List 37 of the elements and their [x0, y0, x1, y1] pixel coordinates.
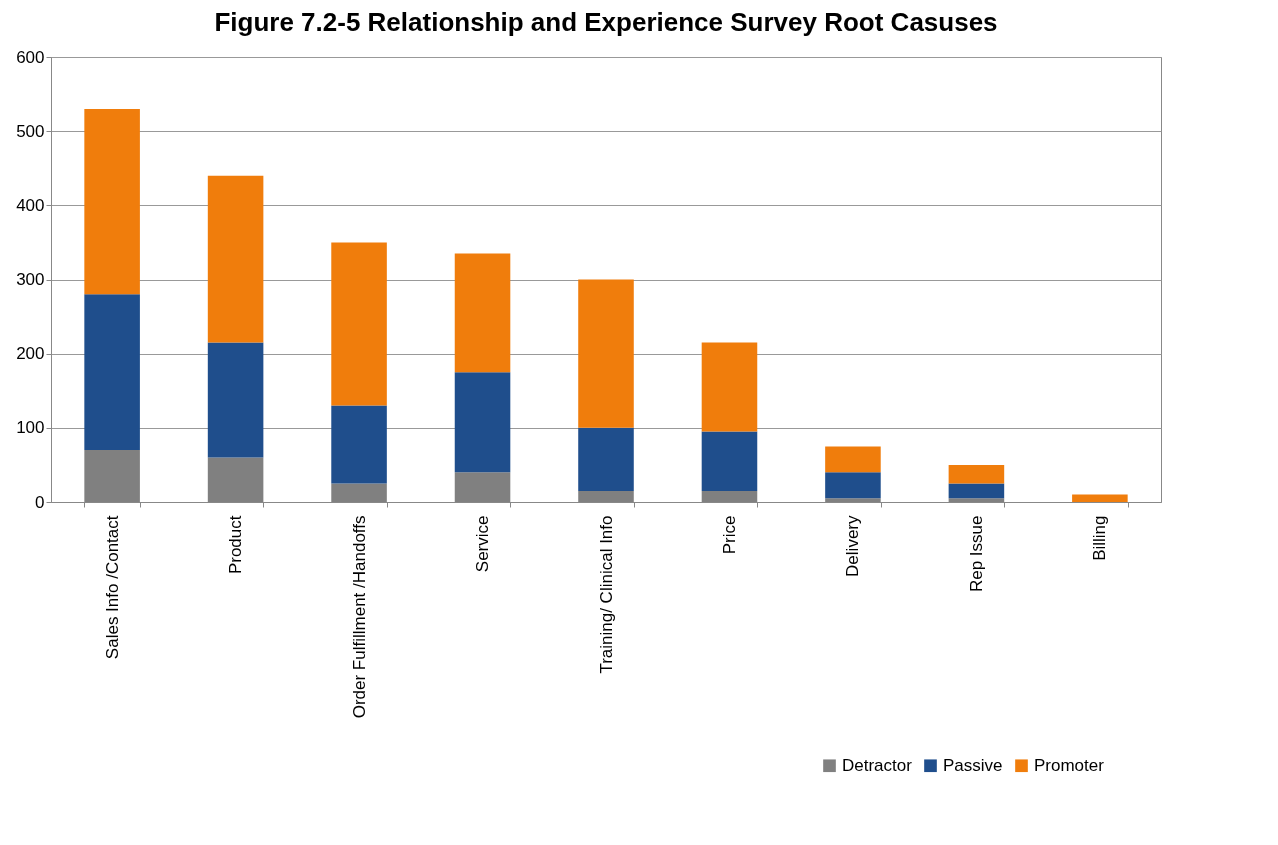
y-tick-label: 200: [16, 344, 45, 364]
x-tick-label: Training/ Clinical Info: [596, 515, 616, 674]
x-tick-label: Order Fulfillment /Handoffs: [349, 515, 369, 719]
x-tick-label: Billing: [1090, 515, 1110, 561]
y-tick-label: 100: [16, 418, 45, 438]
y-tick-label: 600: [16, 47, 45, 67]
legend-label: Detractor: [842, 755, 913, 775]
y-tick-label: 0: [35, 492, 45, 512]
y-tick-label: 400: [16, 195, 45, 215]
bar: [207, 175, 264, 343]
bar: [578, 279, 634, 428]
y-tick-label: 500: [16, 121, 45, 141]
y-tick-label: 300: [16, 270, 45, 289]
bar: [207, 342, 264, 458]
bar: [701, 431, 758, 491]
bar: [578, 427, 634, 491]
bar: [701, 342, 758, 432]
x-tick-label: Sales Info /Contact: [102, 515, 122, 660]
bar: [84, 294, 140, 451]
legend-label: Promoter: [1034, 755, 1105, 775]
bar: [948, 464, 1005, 484]
x-tick-label: Price: [719, 515, 739, 555]
bar: [84, 108, 140, 295]
bar: [1072, 494, 1128, 502]
bar: [948, 483, 1005, 499]
x-tick-label: Service: [473, 515, 493, 573]
x-tick-label: Delivery: [843, 515, 863, 577]
chart-title: Figure 7.2-5 Relationship and Experience Survey Root Casuses: [214, 7, 998, 37]
bar: [331, 242, 387, 406]
bar: [454, 253, 511, 373]
bar: [454, 372, 511, 473]
bar: [825, 446, 881, 473]
bar: [331, 405, 387, 484]
x-tick-label: Rep Issue: [966, 515, 986, 593]
bar: [825, 472, 881, 499]
legend-label: Passive: [943, 755, 1003, 775]
x-tick-label: Product: [226, 515, 246, 575]
